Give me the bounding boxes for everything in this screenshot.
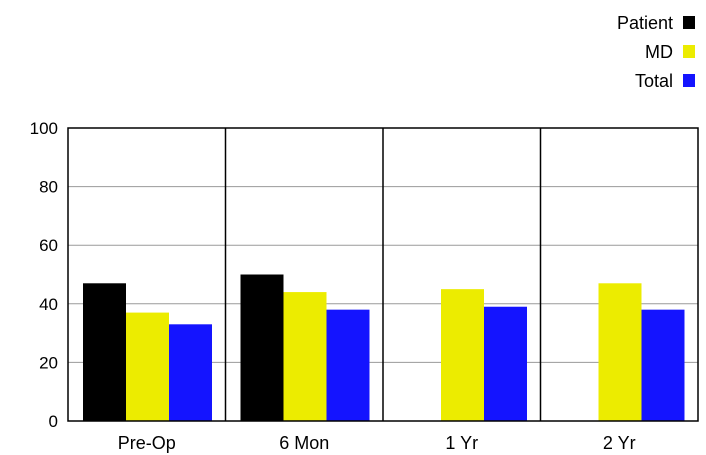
y-tick-label: 100 (30, 119, 58, 138)
bar-total-1-yr (484, 306, 527, 421)
bar-md-2-yr (598, 283, 642, 421)
y-tick-label: 20 (39, 353, 58, 372)
legend-label: Total (635, 71, 673, 91)
y-tick-label: 60 (39, 236, 58, 255)
legend: Patient MD Total (617, 13, 695, 91)
bar-md-6-mon (283, 292, 327, 421)
y-axis-ticks: 0 20 40 60 80 100 (30, 119, 58, 431)
bar-total-6-mon (326, 309, 370, 421)
y-tick-label: 80 (39, 178, 58, 197)
x-tick-label: 1 Yr (445, 433, 478, 453)
x-tick-label: Pre-Op (118, 433, 176, 453)
bar-md-1-yr (441, 289, 484, 421)
legend-swatch (683, 74, 695, 87)
bar-patient-pre-op (83, 283, 126, 421)
x-tick-label: 6 Mon (279, 433, 329, 453)
bar-total-2-yr (641, 309, 685, 421)
bar-md-pre-op (126, 312, 169, 421)
bar-patient-6-mon (240, 274, 284, 421)
legend-label: Patient (617, 13, 673, 33)
legend-swatch (683, 45, 695, 58)
legend-label: MD (645, 42, 673, 62)
bar-total-pre-op (169, 324, 212, 421)
category-separators (224, 128, 542, 421)
y-tick-label: 40 (39, 295, 58, 314)
plot-frame (67, 127, 699, 422)
x-tick-label: 2 Yr (603, 433, 636, 453)
x-axis-ticks: Pre-Op 6 Mon 1 Yr 2 Yr (118, 433, 636, 453)
legend-swatch (683, 16, 695, 29)
bars (83, 274, 685, 421)
y-tick-label: 0 (49, 412, 58, 431)
